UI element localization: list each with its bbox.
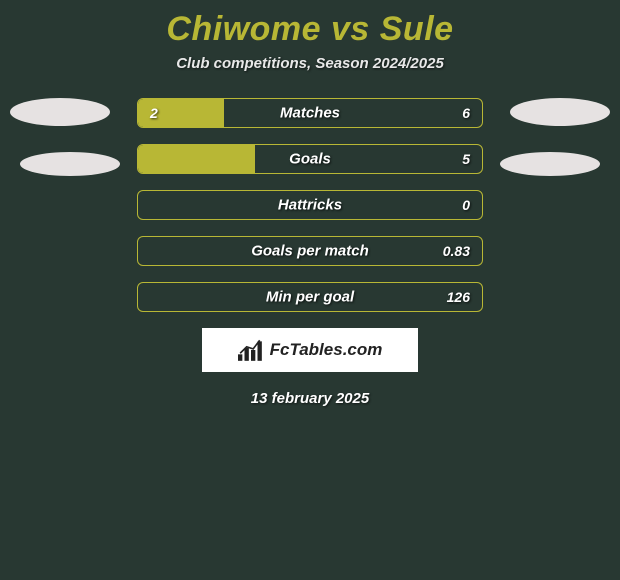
stat-row-min-per-goal: Min per goal 126 <box>137 282 483 312</box>
player-right-ellipse-2 <box>500 152 600 176</box>
stat-fill <box>138 145 255 173</box>
bars-icon <box>238 339 264 361</box>
stat-row-goals-per-match: Goals per match 0.83 <box>137 236 483 266</box>
stat-left-value: 2 <box>150 105 158 121</box>
stat-row-goals: Goals 5 <box>137 144 483 174</box>
stat-right-value: 0.83 <box>443 243 470 259</box>
subtitle: Club competitions, Season 2024/2025 <box>0 55 620 72</box>
player-left-ellipse-1 <box>10 98 110 126</box>
player-right-ellipse-1 <box>510 98 610 126</box>
player-left-ellipse-2 <box>20 152 120 176</box>
stat-right-value: 5 <box>462 151 470 167</box>
date: 13 february 2025 <box>0 390 620 407</box>
stat-right-value: 126 <box>447 289 470 305</box>
stat-label: Goals per match <box>138 243 482 260</box>
source-logo-text: FcTables.com <box>270 340 383 360</box>
stat-row-matches: 2 Matches 6 <box>137 98 483 128</box>
stat-label: Min per goal <box>138 289 482 306</box>
page-title: Chiwome vs Sule <box>0 0 620 49</box>
stat-bars: 2 Matches 6 Goals 5 Hattricks 0 Goals pe… <box>137 98 483 312</box>
stat-right-value: 6 <box>462 105 470 121</box>
source-logo: FcTables.com <box>202 328 418 372</box>
stat-row-hattricks: Hattricks 0 <box>137 190 483 220</box>
stat-label: Hattricks <box>138 197 482 214</box>
stat-right-value: 0 <box>462 197 470 213</box>
comparison-area: 2 Matches 6 Goals 5 Hattricks 0 Goals pe… <box>0 98 620 407</box>
